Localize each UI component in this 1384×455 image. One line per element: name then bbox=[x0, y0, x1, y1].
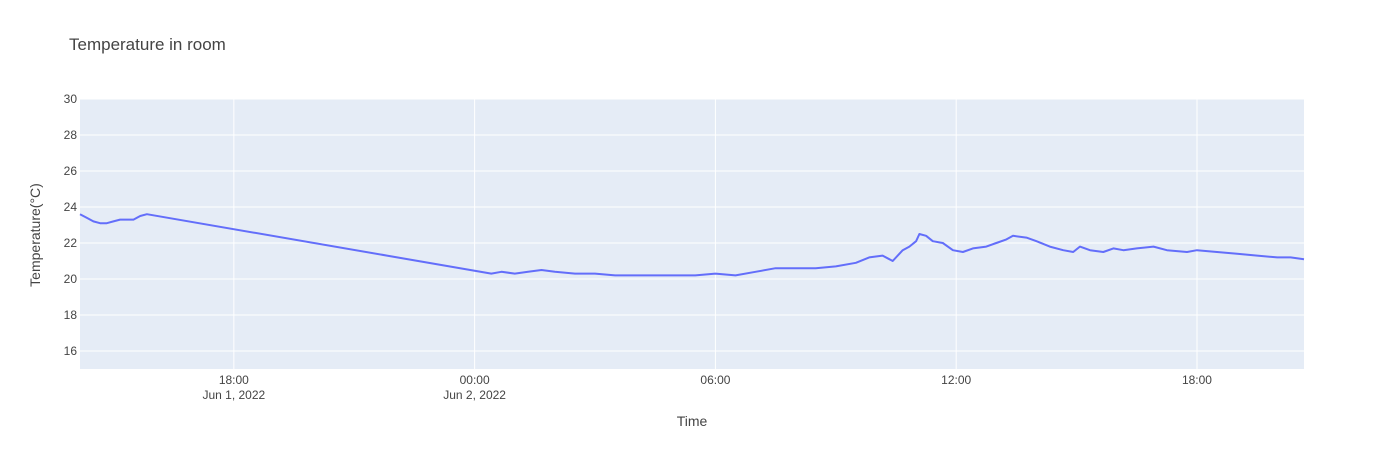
y-tick-label: 22 bbox=[64, 236, 78, 250]
x-tick-label: 12:00 bbox=[941, 373, 971, 387]
y-tick-label: 16 bbox=[64, 344, 78, 358]
x-tick-label: 00:00 bbox=[460, 373, 490, 387]
y-tick-label: 28 bbox=[64, 128, 78, 142]
x-tick-date-label: Jun 2, 2022 bbox=[443, 388, 506, 402]
y-tick-label: 20 bbox=[64, 272, 78, 286]
y-tick-label: 24 bbox=[64, 200, 78, 214]
chart-title: Temperature in room bbox=[69, 35, 226, 54]
x-tick-label: 06:00 bbox=[700, 373, 730, 387]
x-axis-title: Time bbox=[677, 413, 708, 429]
x-tick-label: 18:00 bbox=[1182, 373, 1212, 387]
plot-area bbox=[80, 99, 1304, 369]
gridlines bbox=[80, 98, 1304, 369]
y-tick-label: 18 bbox=[64, 308, 78, 322]
y-axis-title: Temperature(°C) bbox=[27, 183, 43, 287]
series-group bbox=[79, 213, 1305, 277]
x-tick-label: 18:00 bbox=[219, 373, 249, 387]
y-axis-ticks: 16 18 20 22 24 26 28 30 bbox=[64, 92, 78, 358]
y-tick-label: 26 bbox=[64, 164, 78, 178]
x-tick-date-label: Jun 1, 2022 bbox=[202, 388, 265, 402]
y-tick-label: 30 bbox=[64, 92, 78, 106]
temperature-series-line bbox=[79, 213, 1305, 277]
